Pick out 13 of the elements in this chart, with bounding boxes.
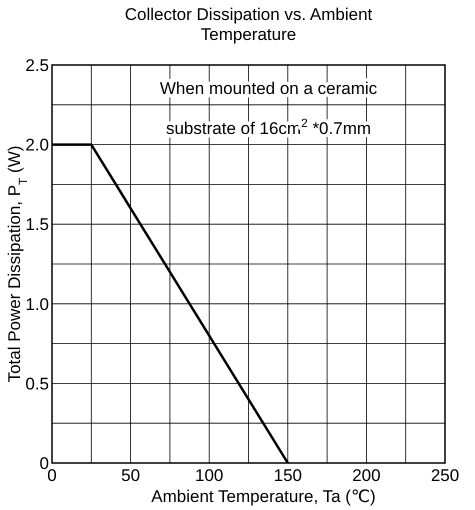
y-tick-label: 1.5 (25, 215, 49, 234)
x-tick-label: 250 (430, 466, 460, 485)
y-tick-label: 1.0 (25, 294, 49, 314)
x-axis-title: Ambient Temperature, Ta (℃) (151, 487, 376, 506)
y-tick-label: 2.0 (25, 136, 49, 155)
x-tick-label: 50 (121, 466, 140, 485)
chart-title: Collector Dissipation vs. Ambient Temperature (124, 5, 373, 44)
x-tick-label: 200 (352, 466, 381, 485)
x-tick-label: 100 (195, 466, 224, 485)
y-tick-label: 2.5 (25, 56, 49, 75)
x-tick-label: 150 (274, 466, 302, 485)
y-tick-label: 0.5 (25, 374, 49, 394)
y-tick-label: 0 (40, 454, 49, 473)
